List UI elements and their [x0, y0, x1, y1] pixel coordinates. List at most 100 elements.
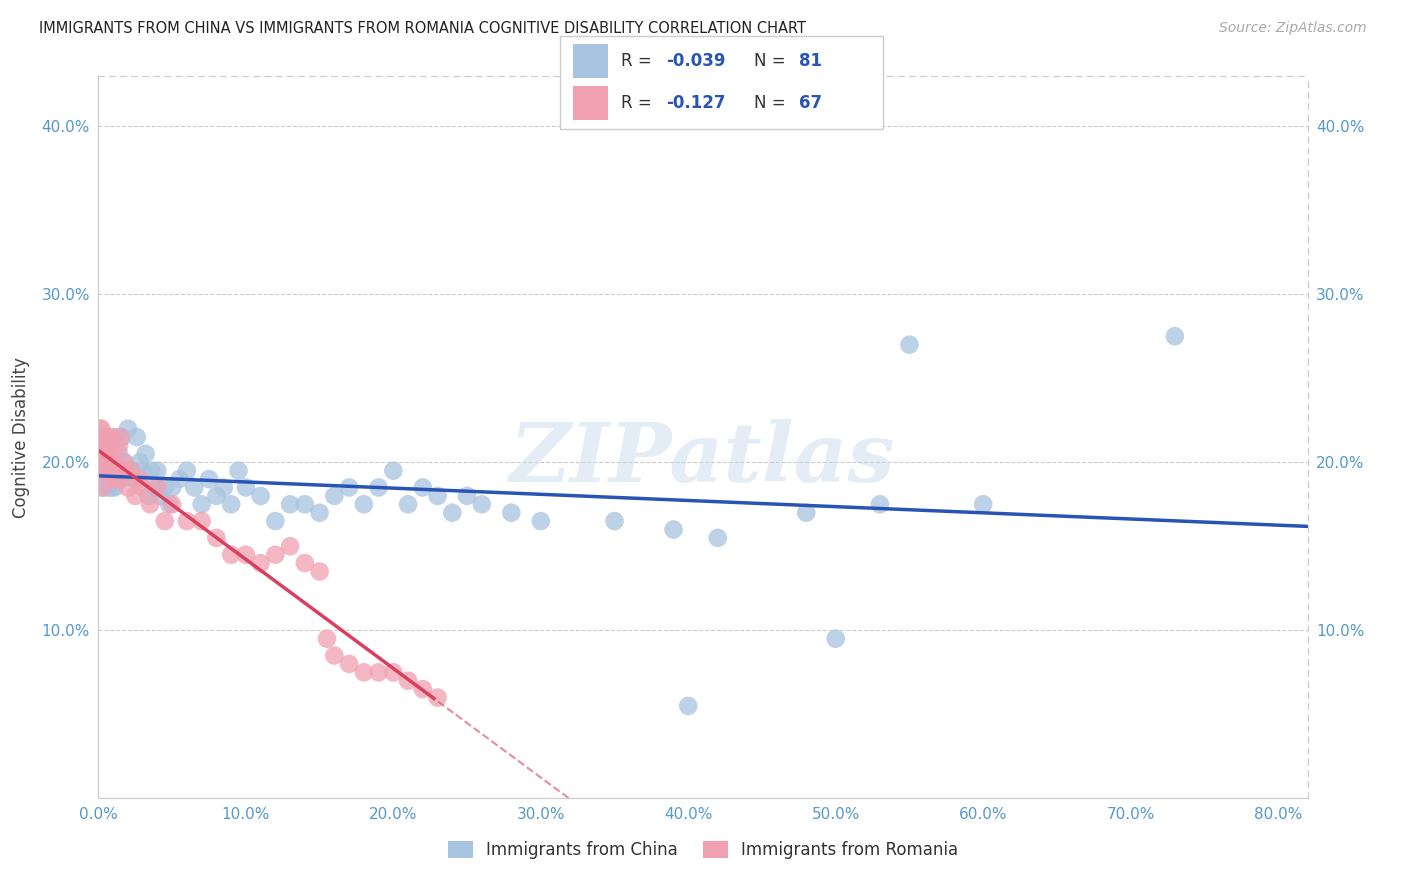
Point: [108, 447, 131, 461]
Point: [100, 430, 122, 444]
Point: [316, 632, 339, 646]
Point: [96, 464, 118, 478]
Point: [131, 464, 153, 478]
Point: [160, 481, 183, 495]
Point: [100, 481, 122, 495]
Point: [93, 455, 115, 469]
Point: [353, 665, 375, 680]
Point: [111, 430, 134, 444]
Point: [367, 481, 389, 495]
Point: [96, 430, 118, 444]
Point: [97, 481, 120, 495]
Point: [91, 430, 114, 444]
FancyBboxPatch shape: [560, 36, 883, 129]
Point: [323, 489, 346, 503]
Point: [107, 472, 129, 486]
Point: [111, 464, 134, 478]
Point: [441, 506, 464, 520]
Point: [824, 632, 846, 646]
Text: 81: 81: [799, 52, 823, 70]
Bar: [572, 87, 609, 120]
Text: N =: N =: [754, 52, 785, 70]
Point: [249, 489, 271, 503]
Point: [412, 682, 434, 697]
Point: [235, 481, 257, 495]
Point: [104, 464, 127, 478]
Point: [396, 497, 419, 511]
Point: [94, 464, 117, 478]
Point: [264, 514, 287, 528]
Point: [117, 422, 139, 436]
Point: [205, 489, 228, 503]
Point: [101, 464, 124, 478]
Point: [128, 455, 150, 469]
Point: [219, 497, 242, 511]
Point: [90, 422, 112, 436]
Point: [110, 472, 132, 486]
Point: [112, 464, 135, 478]
Point: [117, 481, 139, 495]
Point: [100, 464, 122, 478]
Point: [249, 556, 271, 570]
Point: [114, 455, 136, 469]
Point: [456, 489, 478, 503]
Point: [190, 514, 212, 528]
Point: [108, 438, 131, 452]
Point: [89, 464, 111, 478]
Point: [235, 548, 257, 562]
Point: [94, 455, 117, 469]
Point: [122, 472, 145, 486]
Point: [278, 497, 301, 511]
Point: [337, 481, 360, 495]
Point: [105, 455, 128, 469]
Point: [794, 506, 817, 520]
Point: [294, 497, 316, 511]
Point: [205, 531, 228, 545]
Point: [98, 464, 121, 478]
Point: [96, 472, 118, 486]
Text: -0.127: -0.127: [666, 95, 725, 112]
Point: [382, 665, 405, 680]
Bar: [572, 44, 609, 78]
Text: -0.039: -0.039: [666, 52, 725, 70]
Text: 67: 67: [799, 95, 823, 112]
Point: [104, 472, 127, 486]
Point: [141, 464, 163, 478]
Point: [90, 438, 112, 452]
Point: [93, 430, 115, 444]
Point: [412, 481, 434, 495]
Text: R =: R =: [621, 95, 652, 112]
Point: [382, 464, 405, 478]
Point: [96, 464, 118, 478]
Point: [90, 464, 112, 478]
Point: [98, 455, 121, 469]
Point: [294, 556, 316, 570]
Point: [91, 438, 114, 452]
Text: R =: R =: [621, 52, 652, 70]
Point: [101, 447, 124, 461]
Point: [90, 447, 112, 461]
Point: [89, 422, 111, 436]
Point: [93, 447, 115, 461]
Point: [898, 337, 921, 351]
Point: [100, 438, 122, 452]
Point: [662, 523, 685, 537]
Point: [367, 665, 389, 680]
Point: [278, 539, 301, 553]
Point: [212, 481, 235, 495]
Point: [353, 497, 375, 511]
Point: [190, 497, 212, 511]
Point: [125, 430, 148, 444]
Point: [114, 464, 136, 478]
Point: [91, 455, 114, 469]
Point: [97, 464, 120, 478]
Point: [107, 472, 129, 486]
Point: [869, 497, 891, 511]
Point: [90, 430, 112, 444]
Point: [91, 481, 114, 495]
Point: [396, 673, 419, 688]
Point: [183, 481, 205, 495]
Point: [198, 472, 221, 486]
Point: [94, 430, 117, 444]
Point: [530, 514, 553, 528]
